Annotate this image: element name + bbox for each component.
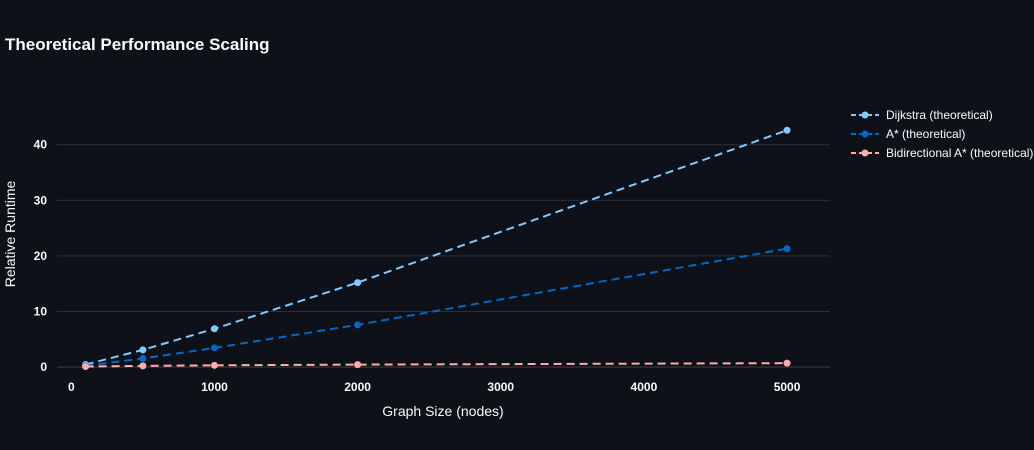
data-point[interactable] [210, 361, 218, 369]
data-point[interactable] [783, 245, 791, 253]
data-point[interactable] [210, 344, 218, 352]
data-point[interactable] [139, 354, 147, 362]
x-tick-label: 3000 [487, 380, 514, 394]
grid-layer [57, 144, 830, 368]
x-tick-label: 1000 [201, 380, 228, 394]
data-point[interactable] [82, 363, 90, 371]
legend-item[interactable]: Bidirectional A* (theoretical) [851, 146, 1033, 160]
y-tick-label: 0 [40, 360, 47, 374]
x-tick-label: 4000 [631, 380, 658, 394]
y-axis-title: Relative Runtime [2, 180, 18, 287]
legend-label: Dijkstra (theoretical) [886, 108, 993, 122]
legend-label: Bidirectional A* (theoretical) [886, 146, 1033, 160]
data-point[interactable] [210, 325, 218, 333]
y-tick-label: 10 [34, 305, 48, 319]
x-axis-title: Graph Size (nodes) [382, 403, 503, 419]
data-point[interactable] [139, 362, 147, 370]
data-point[interactable] [354, 279, 362, 287]
legend-swatch-marker [861, 111, 869, 119]
legend[interactable]: Dijkstra (theoretical) A* (theoretical) Bi… [851, 108, 1033, 160]
series-line[interactable] [85, 247, 788, 367]
y-tick-labels: 0 10 20 30 40 [34, 138, 48, 374]
x-tick-label: 2000 [344, 380, 371, 394]
legend-item[interactable]: A* (theoretical) [851, 127, 965, 141]
legend-label: A* (theoretical) [886, 127, 965, 141]
series-line[interactable] [85, 362, 788, 368]
data-point[interactable] [139, 346, 147, 354]
chart-title: Theoretical Performance Scaling [5, 35, 270, 54]
series-group[interactable] [82, 359, 791, 371]
series-group[interactable] [82, 245, 791, 370]
y-tick-label: 20 [34, 249, 48, 263]
legend-swatch-marker [861, 149, 869, 157]
data-point[interactable] [783, 126, 791, 134]
data-point[interactable] [354, 321, 362, 329]
x-tick-label: 0 [68, 380, 75, 394]
legend-swatch-marker [861, 130, 869, 138]
y-tick-label: 30 [34, 193, 48, 207]
x-tick-label: 5000 [774, 380, 801, 394]
y-tick-label: 40 [34, 138, 48, 152]
data-point[interactable] [354, 361, 362, 369]
series-group[interactable] [82, 126, 791, 369]
series-layer [82, 126, 791, 371]
legend-item[interactable]: Dijkstra (theoretical) [851, 108, 993, 122]
x-tick-labels: 0 1000 2000 3000 4000 5000 [68, 380, 801, 394]
data-point[interactable] [783, 359, 791, 367]
series-line[interactable] [85, 129, 788, 366]
